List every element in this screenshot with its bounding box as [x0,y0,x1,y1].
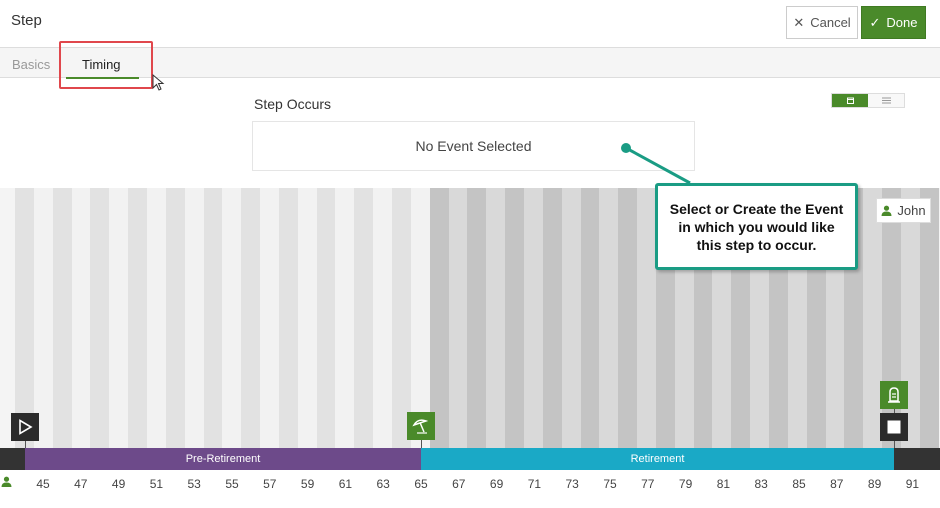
age-tick-label: 87 [830,477,844,491]
tab-bar: Basics Timing [0,47,940,79]
cancel-button[interactable]: ✕ Cancel [786,6,858,39]
event-selector[interactable]: No Event Selected [252,121,695,171]
start-marker[interactable] [11,413,39,441]
timeline-year-column[interactable] [919,188,939,508]
age-tick-label: 81 [716,477,731,491]
timeline-year-column[interactable] [505,188,525,508]
tab-timing[interactable]: Timing [82,57,121,72]
timeline-year-column[interactable] [128,188,148,508]
timeline-year-column[interactable] [297,188,317,508]
age-tick-label: 61 [338,477,353,491]
age-tick-label: 69 [489,477,504,491]
age-tick-label: 67 [452,477,466,491]
age-tick-label: 51 [149,477,164,491]
person-icon [881,205,892,216]
timeline-year-column[interactable] [467,188,487,508]
timeline-year-column[interactable] [863,188,883,508]
timeline-year-column[interactable] [278,188,298,508]
calendar-view-button[interactable] [832,94,868,107]
end-of-life-marker[interactable] [880,381,908,409]
age-tick-label: 45 [36,477,50,491]
person-name: John [897,203,926,218]
tombstone-icon [888,387,900,403]
age-tick-label: 89 [867,477,882,491]
timeline-year-column[interactable] [335,188,355,508]
timeline-year-column[interactable] [316,188,336,508]
start-marker-stem [25,441,26,448]
play-icon [19,419,33,435]
callout-text: Select or Create the Event in which you … [669,200,844,253]
event-selector-text: No Event Selected [415,138,532,154]
header: Step ✕ Cancel ✓ Done [0,0,940,47]
age-tick-label: 57 [263,477,277,491]
age-axis: 45 47 49 51 53 55 57 59 61 63 65 67 69 71 73 75 77 79 81 83… [0,470,940,508]
done-button[interactable]: ✓ Done [861,6,926,39]
timeline-year-column[interactable] [184,188,204,508]
age-tick-label: 65 [414,477,428,491]
tab-highlight-annotation [59,41,153,89]
timeline-year-column[interactable] [523,188,543,508]
timeline-year-column[interactable] [599,188,619,508]
list-icon [881,97,891,104]
timeline-year-column[interactable] [354,188,374,508]
active-tab-indicator [66,77,139,79]
timeline-year-column[interactable] [580,188,600,508]
list-view-button[interactable] [868,94,904,107]
age-tick-label: 63 [376,477,390,491]
retirement-marker-stem [421,440,422,448]
timeline-year-column[interactable] [373,188,393,508]
beach-umbrella-icon [412,419,429,434]
age-tick-label: 73 [565,477,579,491]
timeline-year-column[interactable] [241,188,261,508]
stop-icon [887,420,901,434]
age-tick-label: 59 [300,477,315,491]
age-tick-label: 47 [74,477,88,491]
calendar-icon [846,97,854,104]
cancel-label: Cancel [810,15,851,30]
end-marker-connector [894,409,895,413]
age-tick-label: 49 [111,477,126,491]
phase-pre-retirement[interactable]: Pre-Retirement [25,448,421,470]
timeline-year-column[interactable] [542,188,562,508]
end-marker-stem [894,441,895,448]
page-title: Step [11,12,42,29]
timeline-year-column[interactable] [561,188,581,508]
age-tick-label: 53 [187,477,201,491]
instruction-callout: Select or Create the Event in which you … [655,183,858,270]
age-tick-label: 77 [641,477,655,491]
timeline-year-column[interactable] [71,188,91,508]
timeline-year-column[interactable] [203,188,223,508]
phase-retirement[interactable]: Retirement [421,448,894,470]
age-tick-label: 79 [678,477,693,491]
timeline-year-column[interactable] [165,188,185,508]
age-tick-label: 83 [754,477,768,491]
person-chip[interactable]: John [876,198,931,223]
timeline-year-column[interactable] [486,188,506,508]
done-label: Done [886,15,918,30]
step-occurs-label: Step Occurs [254,96,332,112]
close-icon: ✕ [793,14,805,30]
age-tick-label: 55 [225,477,239,491]
mouse-cursor-icon [152,74,165,91]
timeline-year-column[interactable] [448,188,468,508]
timeline-year-column[interactable] [260,188,280,508]
timeline-year-column[interactable] [392,188,411,508]
age-tick-label: 75 [603,477,617,491]
age-tick-label: 71 [527,477,542,491]
tab-basics[interactable]: Basics [12,57,51,72]
timeline-year-column[interactable] [618,188,638,508]
person-icon [1,476,12,487]
timeline-year-column[interactable] [222,188,242,508]
age-tick-label: 91 [905,477,920,491]
end-marker[interactable] [880,413,908,441]
timeline-year-column[interactable] [637,188,657,508]
timeline-year-column[interactable] [109,188,129,508]
timeline-year-column[interactable] [90,188,110,508]
timeline-year-column[interactable] [146,188,166,508]
view-toggle [831,93,905,108]
check-icon: ✓ [869,14,881,30]
timeline-year-column[interactable] [52,188,72,508]
retirement-marker[interactable] [407,412,435,440]
age-tick-label: 85 [792,477,806,491]
